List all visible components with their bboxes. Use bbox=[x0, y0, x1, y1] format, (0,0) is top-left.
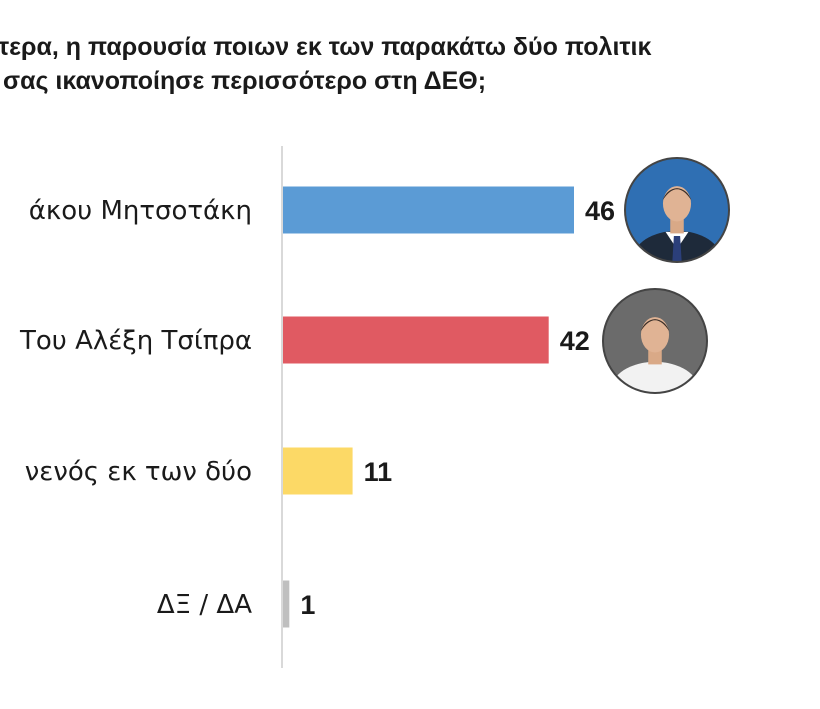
chart-title-line1: τερα, η παρουσία ποιων εκ των παρακάτω δ… bbox=[0, 33, 652, 61]
portrait-frame bbox=[602, 288, 708, 394]
portrait-face bbox=[640, 317, 670, 353]
portrait-collar bbox=[643, 362, 667, 380]
category-label: άκου Μητσοτάκη bbox=[29, 196, 252, 226]
portrait-image bbox=[625, 158, 729, 262]
chart-title: τερα, η παρουσία ποιων εκ των παρακάτω δ… bbox=[0, 30, 820, 98]
bar bbox=[283, 186, 574, 234]
category-label: ΔΞ / ΔΑ bbox=[157, 590, 252, 620]
portrait-body bbox=[610, 361, 700, 393]
category-label: νενός εκ των δύο bbox=[25, 457, 252, 487]
bar bbox=[283, 447, 353, 495]
value-label: 11 bbox=[364, 457, 393, 487]
portrait-hair bbox=[640, 319, 670, 332]
bar bbox=[283, 580, 290, 628]
portrait-image bbox=[603, 289, 707, 393]
tsipras-portrait bbox=[602, 288, 708, 394]
value-label: 46 bbox=[585, 196, 615, 226]
bar bbox=[283, 316, 549, 364]
value-label: 42 bbox=[560, 326, 590, 356]
portrait-hair bbox=[662, 188, 692, 201]
mitsotakis-portrait bbox=[624, 157, 730, 263]
category-label: Του Αλέξη Τσίπρα bbox=[19, 326, 252, 356]
portrait-frame bbox=[624, 157, 730, 263]
chart-title-line2: σας ικανοποίησε περισσότερο στη ΔΕΘ; bbox=[3, 67, 487, 95]
portrait-face bbox=[662, 186, 692, 222]
value-label: 1 bbox=[300, 590, 315, 620]
portrait-tie bbox=[672, 236, 682, 262]
